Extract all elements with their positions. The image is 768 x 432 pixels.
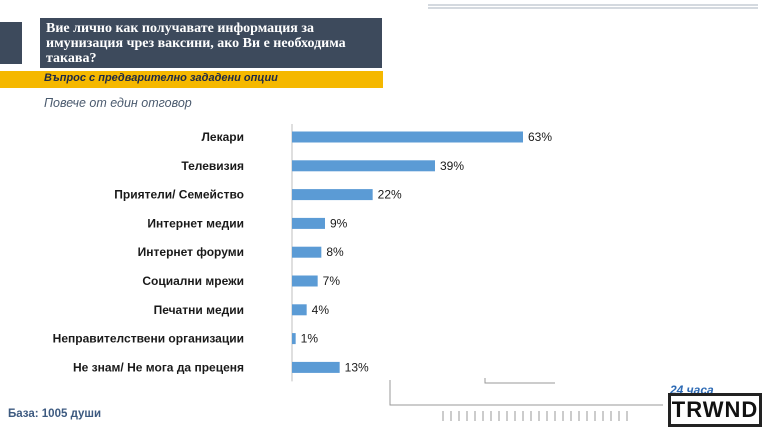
category-label: Интернет форуми xyxy=(138,245,244,259)
bar-chart: Лекари 63% Телевизия 39% Приятели/ Семейство… xyxy=(53,124,552,382)
sample-base-label: База: 1005 души xyxy=(8,408,102,420)
bar xyxy=(292,361,340,373)
footer-decoration xyxy=(389,378,663,421)
category-label: Лекари xyxy=(202,130,244,144)
chart-title: Вие лично как получавате информация за и… xyxy=(46,21,346,66)
value-label: 8% xyxy=(326,245,344,259)
category-label: Не знам/ Не мога да преценя xyxy=(73,360,244,374)
value-label: 9% xyxy=(330,216,348,230)
chart-title-box: Вие лично как получавате информация за и… xyxy=(40,18,382,68)
category-label: Печатни медии xyxy=(154,303,244,317)
bar xyxy=(292,160,435,172)
category-label: Телевизия xyxy=(181,159,244,173)
left-accent-strip xyxy=(0,22,22,64)
logo-trend-word: TRWND xyxy=(668,393,762,427)
category-label: Интернет медии xyxy=(147,216,244,230)
value-label: 7% xyxy=(323,274,341,288)
question-type-bar xyxy=(0,71,383,88)
value-label: 4% xyxy=(312,303,330,317)
bar xyxy=(292,189,373,201)
category-label: Социални мрежи xyxy=(142,274,244,288)
bar xyxy=(292,275,318,287)
value-label: 22% xyxy=(378,188,402,202)
bar xyxy=(292,217,325,229)
value-label: 39% xyxy=(440,159,464,173)
top-decoration xyxy=(428,4,758,9)
chart-subtitle: Повече от един отговор xyxy=(44,96,192,110)
category-label: Неправителствени организации xyxy=(53,332,244,346)
bar xyxy=(292,131,523,143)
bar xyxy=(292,333,296,345)
value-label: 13% xyxy=(345,360,369,374)
bar xyxy=(292,246,322,258)
bar xyxy=(292,304,307,316)
value-label: 63% xyxy=(528,130,552,144)
question-type-label: Въпрос с предварително зададени опции xyxy=(44,72,278,84)
brand-logo: 24 часа TRWND xyxy=(668,383,766,429)
value-label: 1% xyxy=(301,332,319,346)
category-label: Приятели/ Семейство xyxy=(114,188,244,202)
